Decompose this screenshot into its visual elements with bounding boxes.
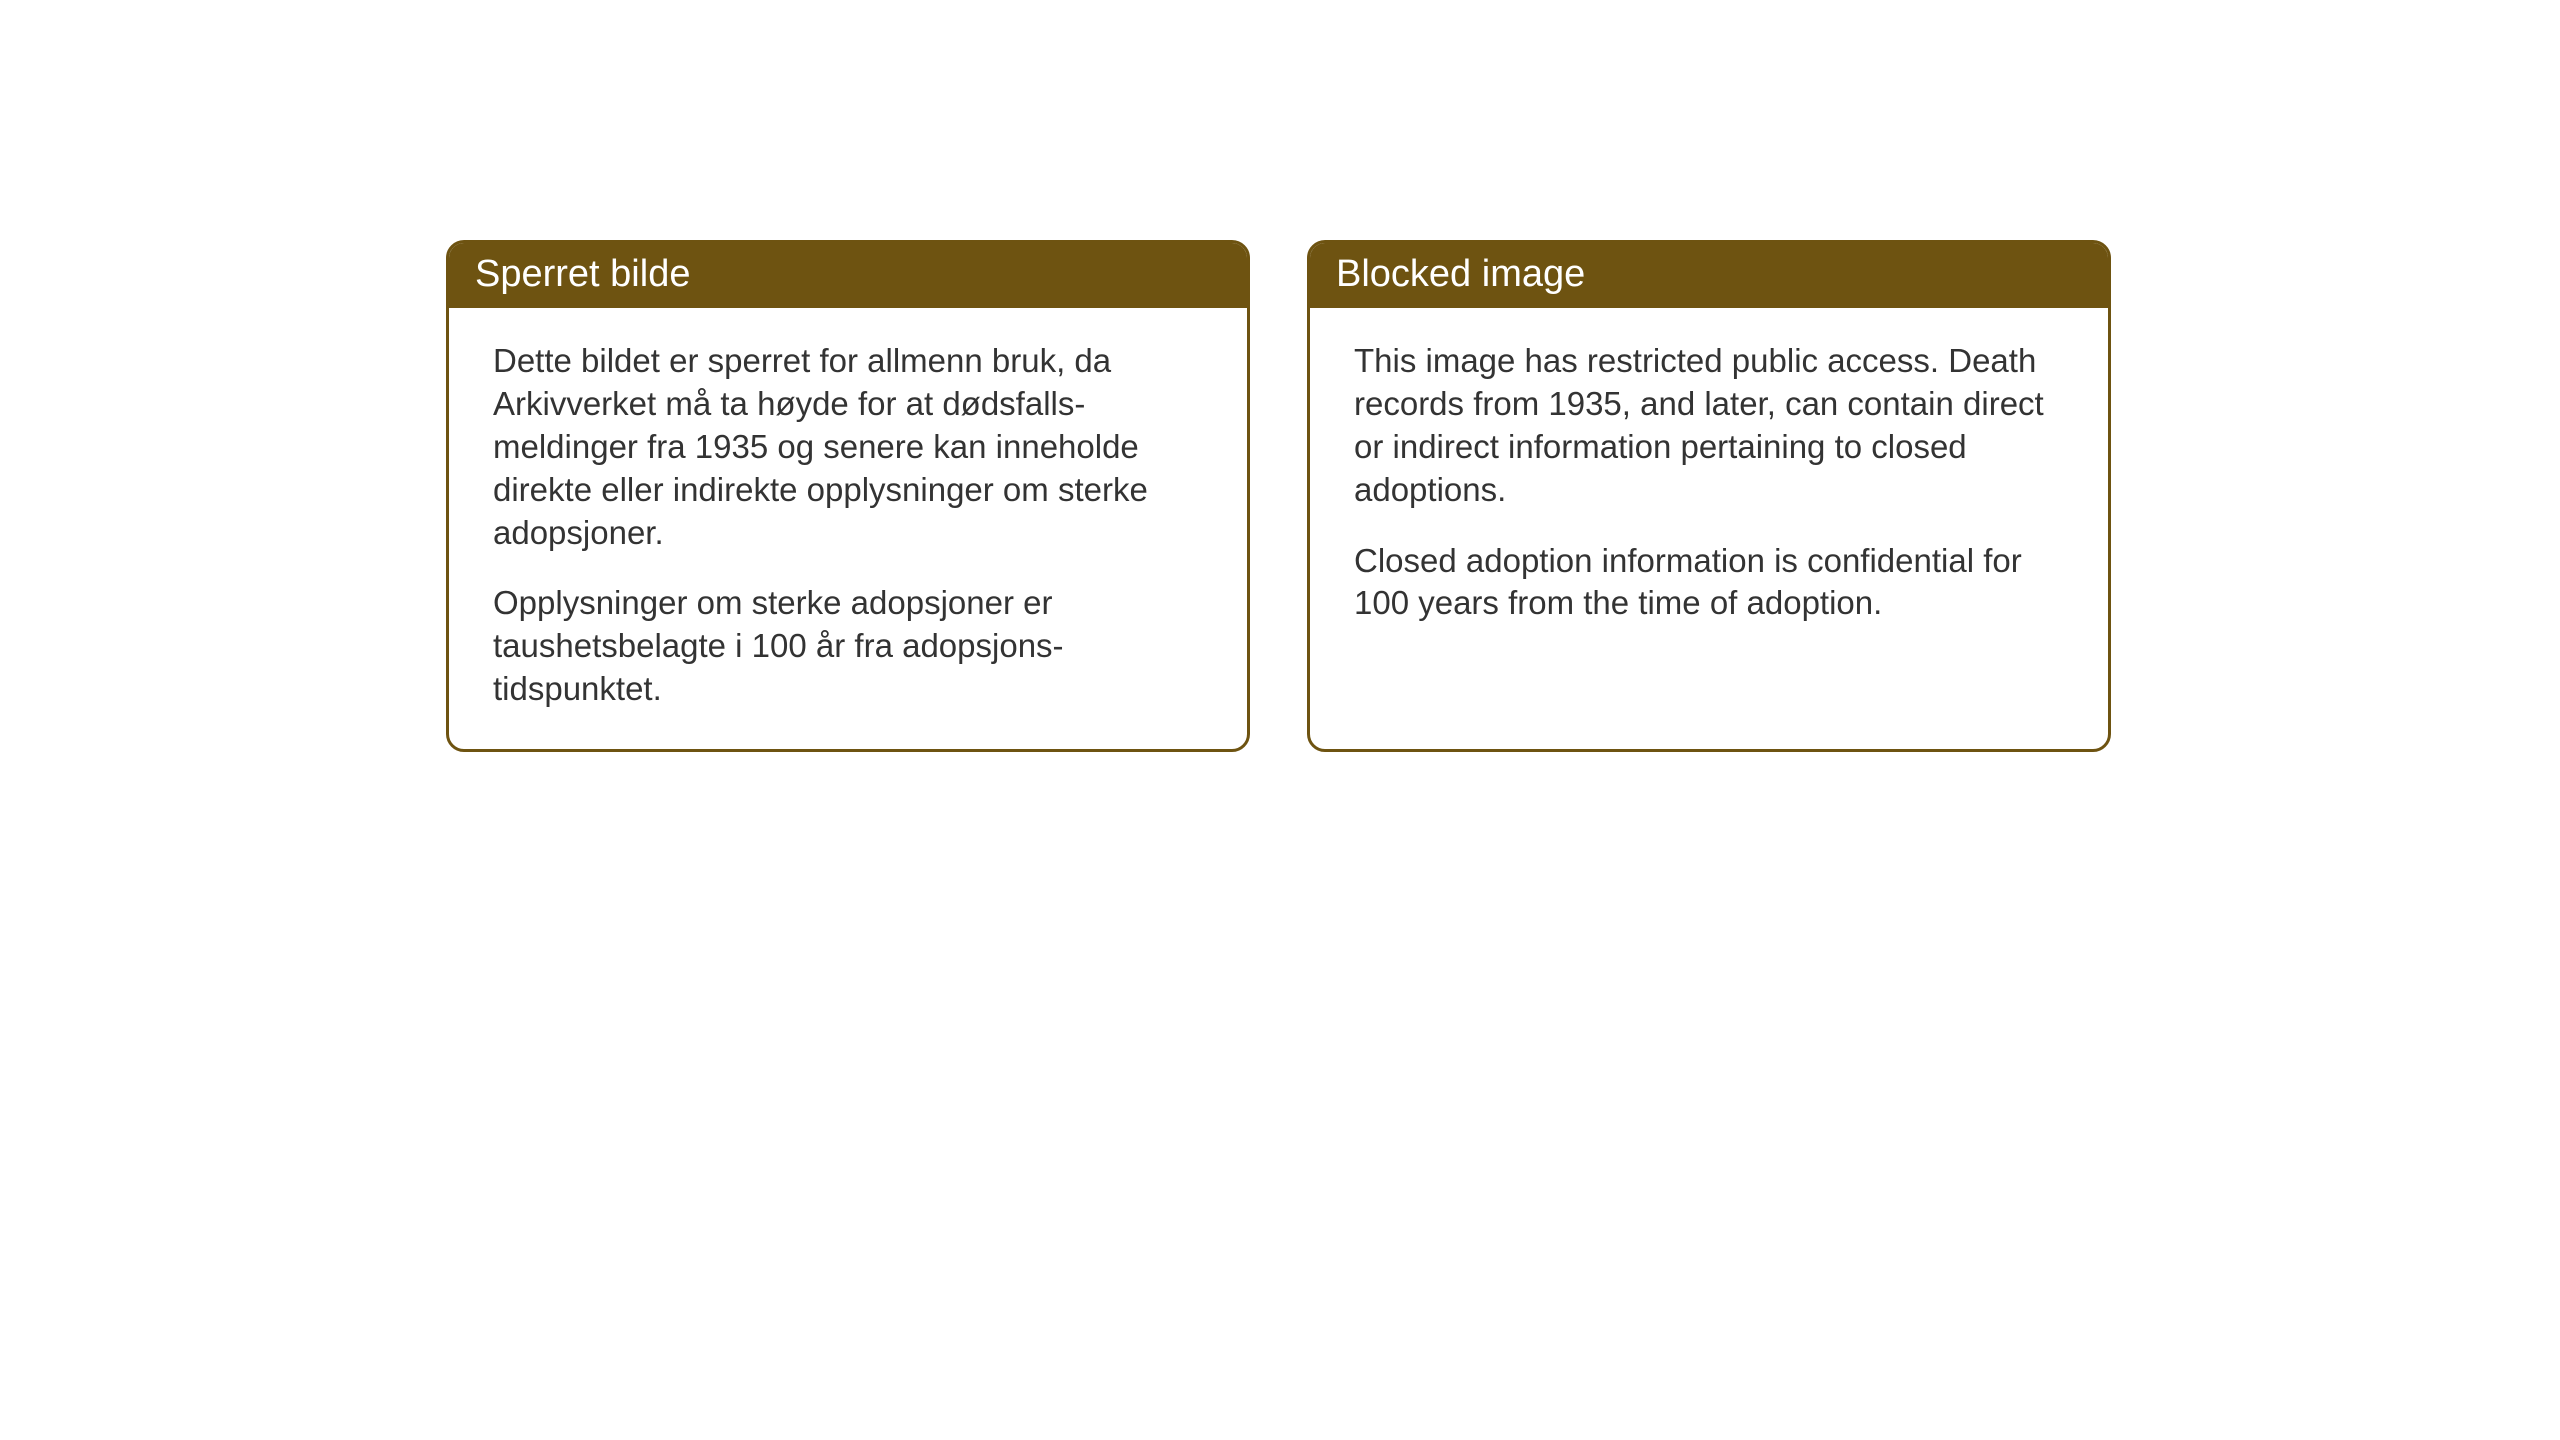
panel-norwegian-paragraph-1: Dette bildet er sperret for allmenn bruk…: [493, 340, 1203, 554]
panel-english-header: Blocked image: [1310, 243, 2108, 308]
panel-english: Blocked image This image has restricted …: [1307, 240, 2111, 752]
panels-container: Sperret bilde Dette bildet er sperret fo…: [446, 240, 2111, 752]
panel-norwegian-header: Sperret bilde: [449, 243, 1247, 308]
panel-english-paragraph-2: Closed adoption information is confident…: [1354, 540, 2064, 626]
panel-norwegian-paragraph-2: Opplysninger om sterke adopsjoner er tau…: [493, 582, 1203, 711]
panel-english-body: This image has restricted public access.…: [1310, 308, 2108, 663]
panel-norwegian: Sperret bilde Dette bildet er sperret fo…: [446, 240, 1250, 752]
panel-norwegian-body: Dette bildet er sperret for allmenn bruk…: [449, 308, 1247, 749]
panel-english-paragraph-1: This image has restricted public access.…: [1354, 340, 2064, 512]
panel-english-title: Blocked image: [1336, 253, 1585, 295]
panel-norwegian-title: Sperret bilde: [475, 253, 690, 295]
